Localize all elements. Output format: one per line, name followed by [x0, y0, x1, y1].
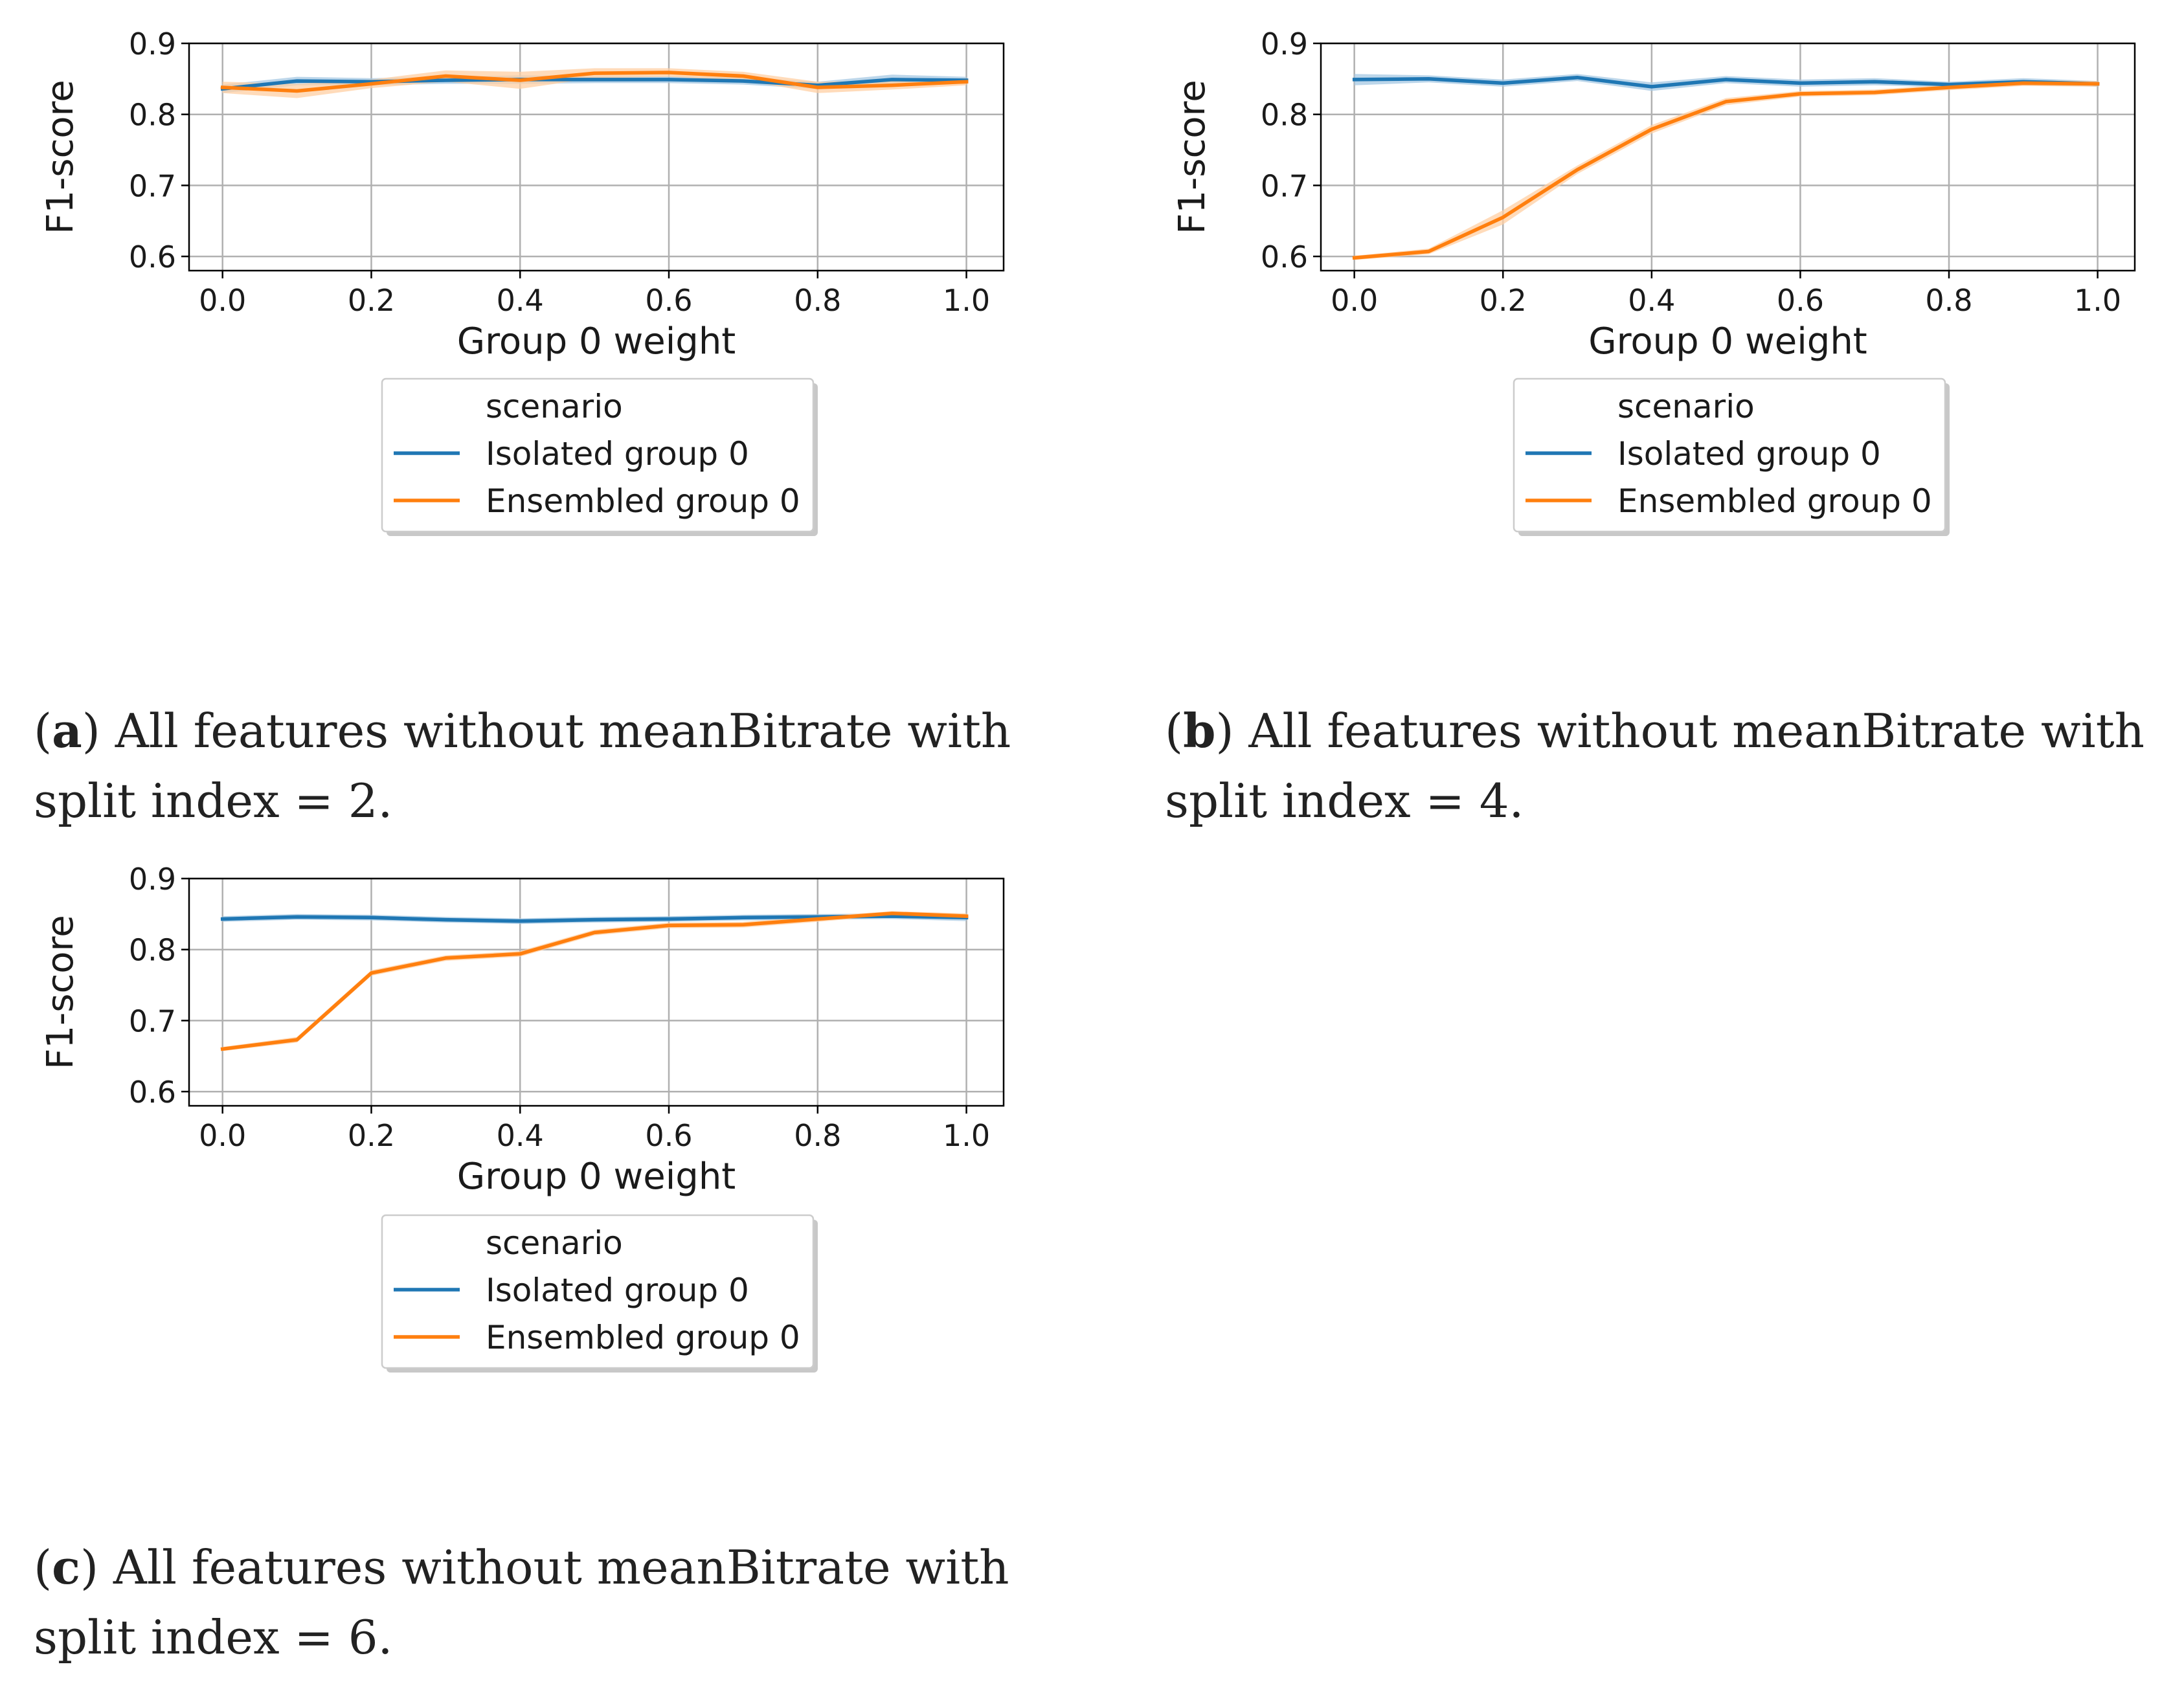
x-tick-label: 0.6: [645, 283, 692, 318]
legend-entry-isolated: Isolated group 0: [486, 435, 749, 473]
caption-a-open: (: [34, 704, 52, 758]
legend-box: [381, 377, 815, 533]
x-tick-label: 0.2: [348, 283, 395, 318]
caption-c-close: ): [80, 1540, 99, 1595]
plot-frame: [1320, 42, 2136, 272]
x-tick-label: 0.0: [199, 283, 246, 318]
x-axis-label: Group 0 weight: [457, 1156, 736, 1198]
legend-entry-isolated: Isolated group 0: [1617, 435, 1881, 473]
caption-b-text: All features without meanBitrate with sp…: [1165, 704, 2145, 828]
y-tick-label: 0.7: [129, 168, 176, 203]
caption-c-open: (: [34, 1540, 52, 1595]
legend-box: [381, 1214, 815, 1369]
x-tick-label: 0.0: [1331, 283, 1378, 318]
x-tick-label: 1.0: [943, 283, 990, 318]
y-tick-label: 0.7: [129, 1004, 176, 1038]
caption-a: (a) All features without meanBitrate wit…: [34, 696, 1063, 836]
legend-entry-ensembled: Ensembled group 0: [486, 1319, 800, 1356]
x-tick-label: 0.2: [348, 1118, 395, 1153]
series-band-ensembled: [222, 68, 967, 98]
y-tick-label: 0.9: [1261, 27, 1308, 62]
x-tick-label: 0.2: [1480, 283, 1527, 318]
y-axis-label: F1-score: [1171, 80, 1213, 234]
chart-panel-c: 0.0 0.2 0.4 0.6 0.8 1.0 0.6 0.7 0.8 0.9 Group 0 we…: [39, 862, 1005, 1373]
caption-b-close: ): [1215, 704, 1234, 758]
y-tick-label: 0.6: [129, 240, 176, 275]
x-tick-label: 0.6: [645, 1118, 692, 1153]
caption-c-text: All features without meanBitrate with sp…: [34, 1540, 1009, 1665]
caption-a-letter: a: [52, 703, 82, 758]
legend-box: [1513, 377, 1946, 533]
series-band-ensembled: [222, 911, 967, 1051]
plot-frame: [188, 42, 1005, 272]
x-tick-label: 0.8: [794, 283, 841, 318]
y-tick-label: 0.6: [129, 1075, 176, 1110]
y-tick-label: 0.8: [129, 98, 176, 133]
chart-panel-a: 0.0 0.2 0.4 0.6 0.8 1.0 0.6 0.7 0.8 0.9 Group 0 we…: [39, 27, 1005, 536]
caption-c-letter: c: [52, 1540, 80, 1595]
y-axis-label: F1-score: [39, 915, 82, 1070]
x-tick-label: 0.8: [1925, 283, 1972, 318]
x-tick-label: 0.4: [1628, 283, 1675, 318]
x-axis-label: Group 0 weight: [1588, 320, 1867, 363]
x-tick-label: 0.4: [497, 283, 544, 318]
legend-title: scenario: [1617, 388, 1755, 425]
legend-title: scenario: [486, 1224, 623, 1262]
y-tick-label: 0.6: [1261, 240, 1308, 275]
caption-a-close: ): [82, 704, 100, 758]
x-tick-label: 1.0: [943, 1118, 990, 1153]
series-line-ensembled: [220, 911, 969, 1051]
series-band-isolated: [1354, 74, 2098, 91]
y-tick-label: 0.9: [129, 862, 176, 897]
legend-entry-ensembled: Ensembled group 0: [1617, 482, 1932, 520]
x-tick-label: 0.4: [497, 1118, 544, 1153]
y-tick-label: 0.8: [129, 933, 176, 968]
caption-b-letter: b: [1183, 703, 1216, 758]
caption-c: (c) All features without meanBitrate wit…: [34, 1532, 1063, 1672]
caption-b-open: (: [1165, 704, 1184, 758]
caption-a-text: All features without meanBitrate with sp…: [34, 704, 1011, 828]
y-tick-label: 0.9: [129, 27, 176, 62]
y-axis-label: F1-score: [39, 80, 82, 234]
x-axis-label: Group 0 weight: [457, 320, 736, 363]
caption-b: (b) All features without meanBitrate wit…: [1165, 696, 2184, 836]
x-tick-label: 0.8: [794, 1118, 841, 1153]
x-tick-label: 1.0: [2074, 283, 2121, 318]
legend-entry-ensembled: Ensembled group 0: [486, 482, 800, 520]
legend-title: scenario: [486, 388, 623, 425]
legend-entry-isolated: Isolated group 0: [486, 1272, 749, 1309]
y-tick-label: 0.7: [1261, 168, 1308, 203]
y-tick-label: 0.8: [1261, 98, 1308, 133]
x-tick-label: 0.0: [199, 1118, 246, 1153]
chart-panel-b: 0.0 0.2 0.4 0.6 0.8 1.0 0.6 0.7 0.8 0.9 Group 0 we…: [1171, 27, 2136, 536]
x-tick-label: 0.6: [1777, 283, 1824, 318]
plot-frame: [188, 877, 1005, 1107]
